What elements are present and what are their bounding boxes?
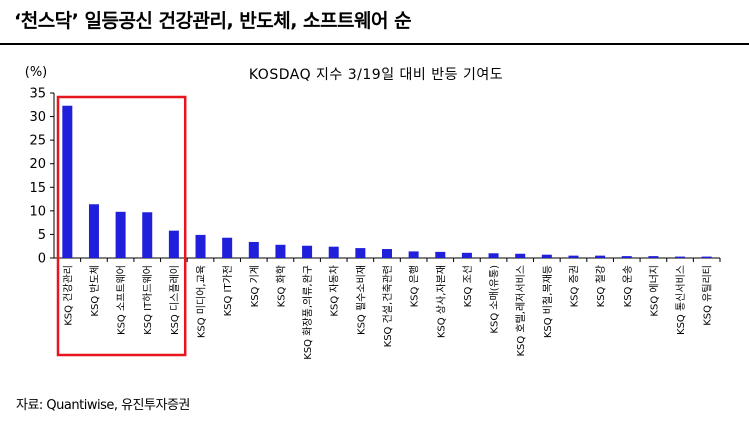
source-note: 자료: Quantiwise, 유진투자증권 (16, 398, 190, 413)
headline-divider (0, 43, 749, 45)
x-tick-label: KSQ IT가전 (222, 265, 234, 316)
x-tick-label: KSQ 자동차 (329, 265, 341, 317)
y-tick-label: 20 (29, 157, 46, 172)
y-tick-label: 35 (29, 87, 46, 102)
bar (595, 255, 606, 258)
bar (648, 256, 659, 258)
x-tick-label: KSQ IT하드웨어 (141, 265, 154, 335)
x-tick-label: KSQ 유틸리티 (701, 265, 714, 326)
bar (222, 237, 233, 258)
x-tick-label: KSQ 미디어,교육 (196, 265, 208, 338)
x-tick-label: KSQ 디스플레이 (169, 265, 181, 335)
bar (515, 253, 526, 258)
x-tick-label: KSQ 철강 (595, 265, 607, 307)
bar (115, 211, 126, 258)
bar (541, 254, 552, 258)
bar (355, 248, 366, 258)
x-tick-label: KSQ 소프트웨어 (116, 265, 128, 335)
x-tick-label: KSQ 건설,건축관련 (382, 265, 394, 347)
y-tick-label: 15 (29, 181, 46, 196)
bar (621, 256, 632, 258)
bar (275, 244, 286, 258)
bar (302, 245, 313, 258)
bar (328, 246, 339, 258)
bar (701, 256, 712, 258)
x-tick-label: KSQ 상사,자본재 (435, 265, 447, 338)
x-tick-label: KSQ 조선 (462, 265, 474, 307)
x-tick-label: KSQ 통신서비스 (675, 265, 687, 335)
bar (62, 105, 73, 258)
x-tick-label: KSQ 필수소비재 (355, 265, 367, 335)
bar (675, 256, 686, 258)
y-tick-label: 10 (29, 204, 46, 219)
y-tick-label: 5 (38, 228, 46, 243)
bar (248, 241, 259, 258)
bar-chart: KOSDAQ 지수 3/19일 대비 반등 기여도 (%) 0 5 10 15 20 25… (25, 65, 721, 360)
bar (568, 255, 579, 258)
x-tick-label: KSQ 호텔,레저서비스 (515, 265, 527, 357)
y-axis-unit: (%) (25, 65, 48, 80)
bar (382, 249, 392, 258)
y-tick-label: 25 (29, 134, 46, 149)
x-tick-label: KSQ 비철,목재등 (542, 265, 554, 338)
x-tick-label: KSQ 기계 (249, 265, 261, 307)
page-headline: ‘천스닥’ 일등공신 건강관리, 반도체, 소프트웨어 순 (14, 10, 412, 32)
x-tick-label: KSQ 은행 (409, 265, 421, 307)
bar (168, 230, 179, 258)
bar (88, 204, 99, 258)
x-tick-label: KSQ 운송 (622, 265, 634, 307)
x-tick-label: KSQ 화학 (275, 265, 287, 307)
bar (408, 251, 419, 258)
bar (461, 252, 472, 258)
y-tick-label: 30 (29, 110, 46, 125)
x-tick-label: KSQ 화장품,의류,완구 (302, 265, 314, 360)
y-tick-label: 0 (38, 252, 46, 267)
x-tick-label: KSQ 소매(유통) (489, 265, 501, 334)
x-tick-label: KSQ 반도체 (89, 265, 101, 317)
bar (195, 234, 206, 258)
bar (435, 251, 446, 258)
x-tick-label: KSQ 에너지 (648, 265, 660, 317)
chart-title: KOSDAQ 지수 3/19일 대비 반등 기여도 (249, 67, 503, 83)
bar (142, 212, 153, 258)
highlight-box (56, 95, 187, 357)
x-tick-label: KSQ 증권 (568, 265, 580, 307)
bar (488, 253, 499, 258)
x-tick-label: KSQ 건강관리 (62, 265, 74, 326)
